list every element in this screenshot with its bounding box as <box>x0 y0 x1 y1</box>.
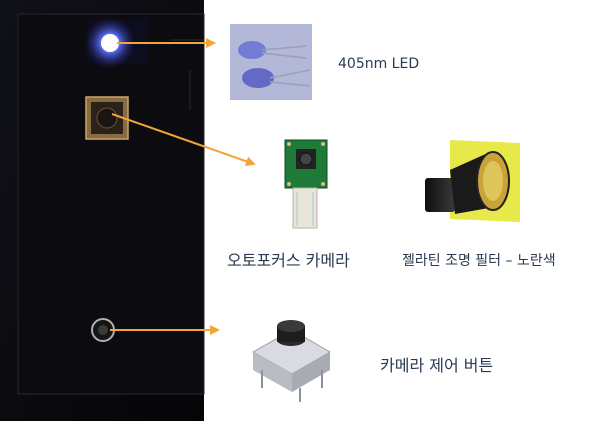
camera-component-image <box>284 139 328 229</box>
label-button: 카메라 제어 버튼 <box>380 356 494 375</box>
push-button-image <box>251 320 331 402</box>
label-led: 405nm LED <box>338 56 420 72</box>
label-camera: 오토포커스 카메라 <box>227 251 350 270</box>
label-filter: 젤라틴 조명 필터 – 노란색 <box>402 253 556 269</box>
arrow-camera <box>111 113 256 167</box>
board-button <box>91 318 115 342</box>
led-component-image <box>230 24 312 100</box>
filter-lamp-image <box>425 140 520 222</box>
led-light <box>84 17 136 69</box>
